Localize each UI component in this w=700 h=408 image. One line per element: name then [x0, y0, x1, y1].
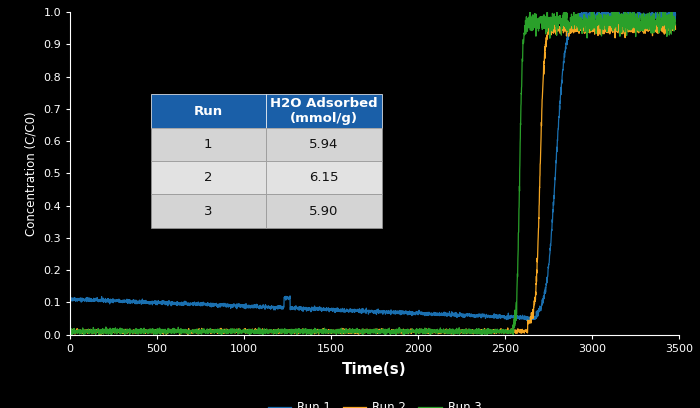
Run 1 — [505, 314, 514, 319]
Run 2 — [506, 330, 514, 335]
Run 2 — [623, 25, 631, 30]
Run 3 — [68, 332, 76, 337]
Run 2 — [326, 328, 334, 333]
Run 2 — [66, 330, 74, 335]
Run 1 — [354, 308, 362, 313]
Run 3 — [354, 330, 362, 335]
Run 2 — [184, 332, 192, 337]
Run 3 — [326, 330, 334, 335]
Run 3 — [570, 3, 578, 8]
Run 3 — [506, 330, 514, 335]
Run 1 — [629, 7, 637, 12]
Line: Run 2: Run 2 — [70, 20, 676, 335]
Run 1 — [523, 318, 531, 323]
Run 3 — [671, 22, 680, 27]
Y-axis label: Concentration (C/C0): Concentration (C/C0) — [25, 111, 38, 236]
Run 1 — [320, 307, 328, 312]
Run 1 — [325, 309, 333, 314]
Run 1 — [671, 12, 680, 17]
Run 3 — [321, 326, 329, 330]
Line: Run 3: Run 3 — [70, 6, 676, 335]
Run 1 — [66, 296, 74, 301]
Run 2 — [653, 27, 662, 31]
Line: Run 1: Run 1 — [70, 9, 676, 320]
Run 2 — [321, 329, 329, 334]
Run 3 — [66, 328, 74, 333]
Run 2 — [552, 18, 561, 23]
Run 3 — [653, 23, 662, 28]
Run 2 — [671, 27, 680, 31]
Run 3 — [623, 22, 631, 27]
Run 1 — [653, 16, 662, 21]
Run 1 — [623, 11, 631, 16]
X-axis label: Time(s): Time(s) — [342, 362, 407, 377]
Run 2 — [354, 331, 362, 336]
Legend: Run 1, Run 2, Run 3: Run 1, Run 2, Run 3 — [263, 397, 486, 408]
